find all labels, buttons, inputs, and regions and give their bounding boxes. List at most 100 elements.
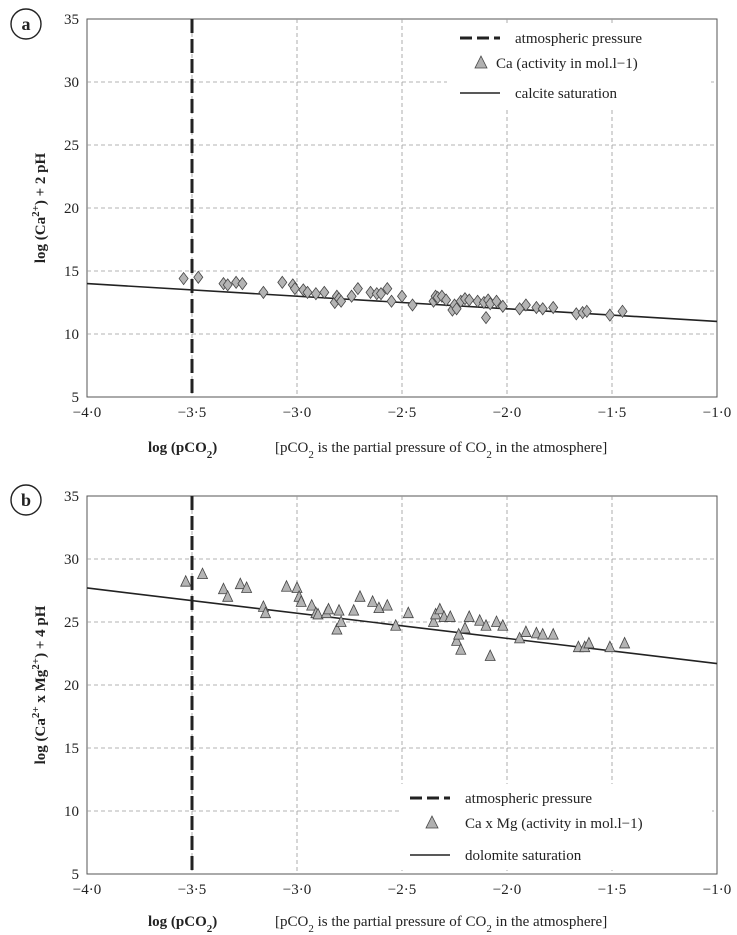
x-tick-label: −2·0 bbox=[493, 882, 521, 898]
y-axis-label-b: log (Ca2+ x Mg2+) + 4 pH bbox=[30, 605, 49, 764]
data-point bbox=[444, 610, 456, 622]
x-tick-labels: −4·0 −3·5 −3·0 −2·5 −2·0 −1·5 −1·0 bbox=[73, 405, 731, 421]
x-tick-label: −1·5 bbox=[598, 405, 626, 421]
data-point bbox=[193, 270, 204, 284]
data-point bbox=[390, 618, 402, 631]
data-point bbox=[335, 615, 347, 627]
data-point bbox=[617, 304, 628, 318]
y-tick-label: 30 bbox=[64, 552, 79, 568]
y-tick-label: 35 bbox=[64, 489, 79, 505]
data-point bbox=[366, 594, 379, 607]
data-point bbox=[497, 618, 509, 631]
x-axis-label-b: log (pCO2) bbox=[148, 914, 217, 935]
y-tick-labels: 5 10 15 20 25 30 35 bbox=[64, 489, 79, 883]
y-tick-label: 30 bbox=[64, 75, 79, 91]
legend-item-dolomite-saturation: dolomite saturation bbox=[465, 848, 582, 864]
legend-a: atmospheric pressure Ca (activity in mol… bbox=[447, 24, 711, 110]
y-axis-label-a: log (Ca2+) + 2 pH bbox=[30, 153, 49, 264]
legend-b: atmospheric pressure Ca x Mg (activity i… bbox=[400, 784, 712, 870]
data-point bbox=[331, 622, 343, 635]
legend-item-ca-x-mg: Ca x Mg (activity in mol.l−1) bbox=[465, 816, 643, 832]
data-points bbox=[178, 270, 628, 325]
data-point bbox=[289, 281, 300, 296]
legend-item-calcite-saturation: calcite saturation bbox=[515, 86, 618, 102]
data-point bbox=[427, 615, 440, 627]
x-tick-label: −1·0 bbox=[703, 405, 731, 421]
data-point bbox=[322, 602, 335, 615]
y-tick-label: 10 bbox=[64, 804, 79, 820]
x-tick-label: −3·0 bbox=[283, 882, 311, 898]
y-tick-label: 15 bbox=[64, 264, 79, 280]
x-tick-labels: −4·0 −3·5 −3·0 −2·5 −2·0 −1·5 −1·0 bbox=[73, 882, 731, 898]
data-point bbox=[319, 285, 330, 300]
data-point bbox=[280, 579, 293, 592]
data-point bbox=[450, 633, 463, 646]
legend-item-ca: Ca (activity in mol.l−1) bbox=[496, 56, 638, 72]
data-point bbox=[402, 606, 414, 619]
data-point bbox=[604, 308, 615, 322]
data-point bbox=[222, 278, 233, 292]
y-tick-label: 25 bbox=[64, 138, 79, 154]
data-point bbox=[373, 601, 385, 614]
y-tick-label: 10 bbox=[64, 327, 79, 343]
data-points bbox=[180, 567, 631, 661]
data-point bbox=[333, 603, 345, 616]
data-point bbox=[491, 294, 502, 308]
data-point bbox=[530, 626, 543, 639]
data-point bbox=[474, 613, 486, 626]
x-tick-label: −2·0 bbox=[493, 405, 521, 421]
x-axis-note-b: [pCO2 is the partial pressure of CO2 in … bbox=[275, 914, 607, 935]
data-point bbox=[217, 582, 230, 595]
data-point bbox=[451, 302, 462, 316]
data-point bbox=[240, 581, 253, 593]
data-point bbox=[464, 293, 475, 307]
x-tick-label: −2·5 bbox=[388, 882, 416, 898]
data-point bbox=[259, 606, 272, 619]
x-tick-label: −1·5 bbox=[598, 882, 626, 898]
data-point bbox=[336, 294, 347, 308]
x-tick-label: −2·5 bbox=[388, 405, 416, 421]
x-tick-label: −3·5 bbox=[178, 405, 206, 421]
data-point bbox=[472, 294, 483, 308]
panel-a: −4·0 −3·5 −3·0 −2·5 −2·0 −1·5 −1·0 5 10 15 20 25 30… bbox=[10, 8, 731, 461]
data-point bbox=[291, 581, 303, 593]
data-point bbox=[513, 631, 526, 644]
panel-badge-a bbox=[10, 8, 42, 40]
data-point bbox=[490, 615, 503, 627]
data-point bbox=[376, 287, 386, 301]
data-point bbox=[346, 289, 357, 303]
data-point bbox=[306, 598, 318, 611]
x-tick-label: −4·0 bbox=[73, 882, 101, 898]
data-point bbox=[497, 299, 508, 313]
panel-label-b: b bbox=[21, 490, 31, 510]
data-point bbox=[434, 602, 446, 615]
data-point bbox=[310, 287, 321, 301]
data-point bbox=[354, 589, 366, 602]
x-tick-label: −4·0 bbox=[73, 405, 101, 421]
legend-bg bbox=[447, 24, 711, 110]
y-tick-label: 5 bbox=[72, 390, 80, 406]
data-point bbox=[365, 285, 376, 300]
data-point bbox=[547, 627, 559, 640]
data-point bbox=[222, 589, 234, 602]
y-tick-labels: 5 10 15 20 25 30 35 bbox=[64, 12, 79, 406]
data-point bbox=[407, 298, 418, 312]
data-point bbox=[604, 640, 616, 653]
data-point bbox=[480, 618, 492, 631]
legend-item-atmospheric-pressure: atmospheric pressure bbox=[515, 31, 642, 47]
x-tick-label: −3·5 bbox=[178, 882, 206, 898]
data-point bbox=[484, 649, 496, 661]
x-axis-note-a: [pCO2 is the partial pressure of CO2 in … bbox=[275, 440, 607, 461]
data-point bbox=[277, 275, 288, 290]
x-axis-label-a: log (pCO2) bbox=[148, 440, 217, 461]
data-point bbox=[520, 625, 532, 637]
panel-badge-b bbox=[10, 484, 42, 516]
data-point bbox=[537, 302, 548, 316]
data-point bbox=[258, 285, 269, 300]
data-point bbox=[352, 281, 363, 296]
panel-label-a: a bbox=[22, 14, 31, 34]
legend-triangle-swatch bbox=[474, 55, 488, 69]
data-point bbox=[295, 594, 307, 607]
data-point bbox=[618, 636, 631, 649]
